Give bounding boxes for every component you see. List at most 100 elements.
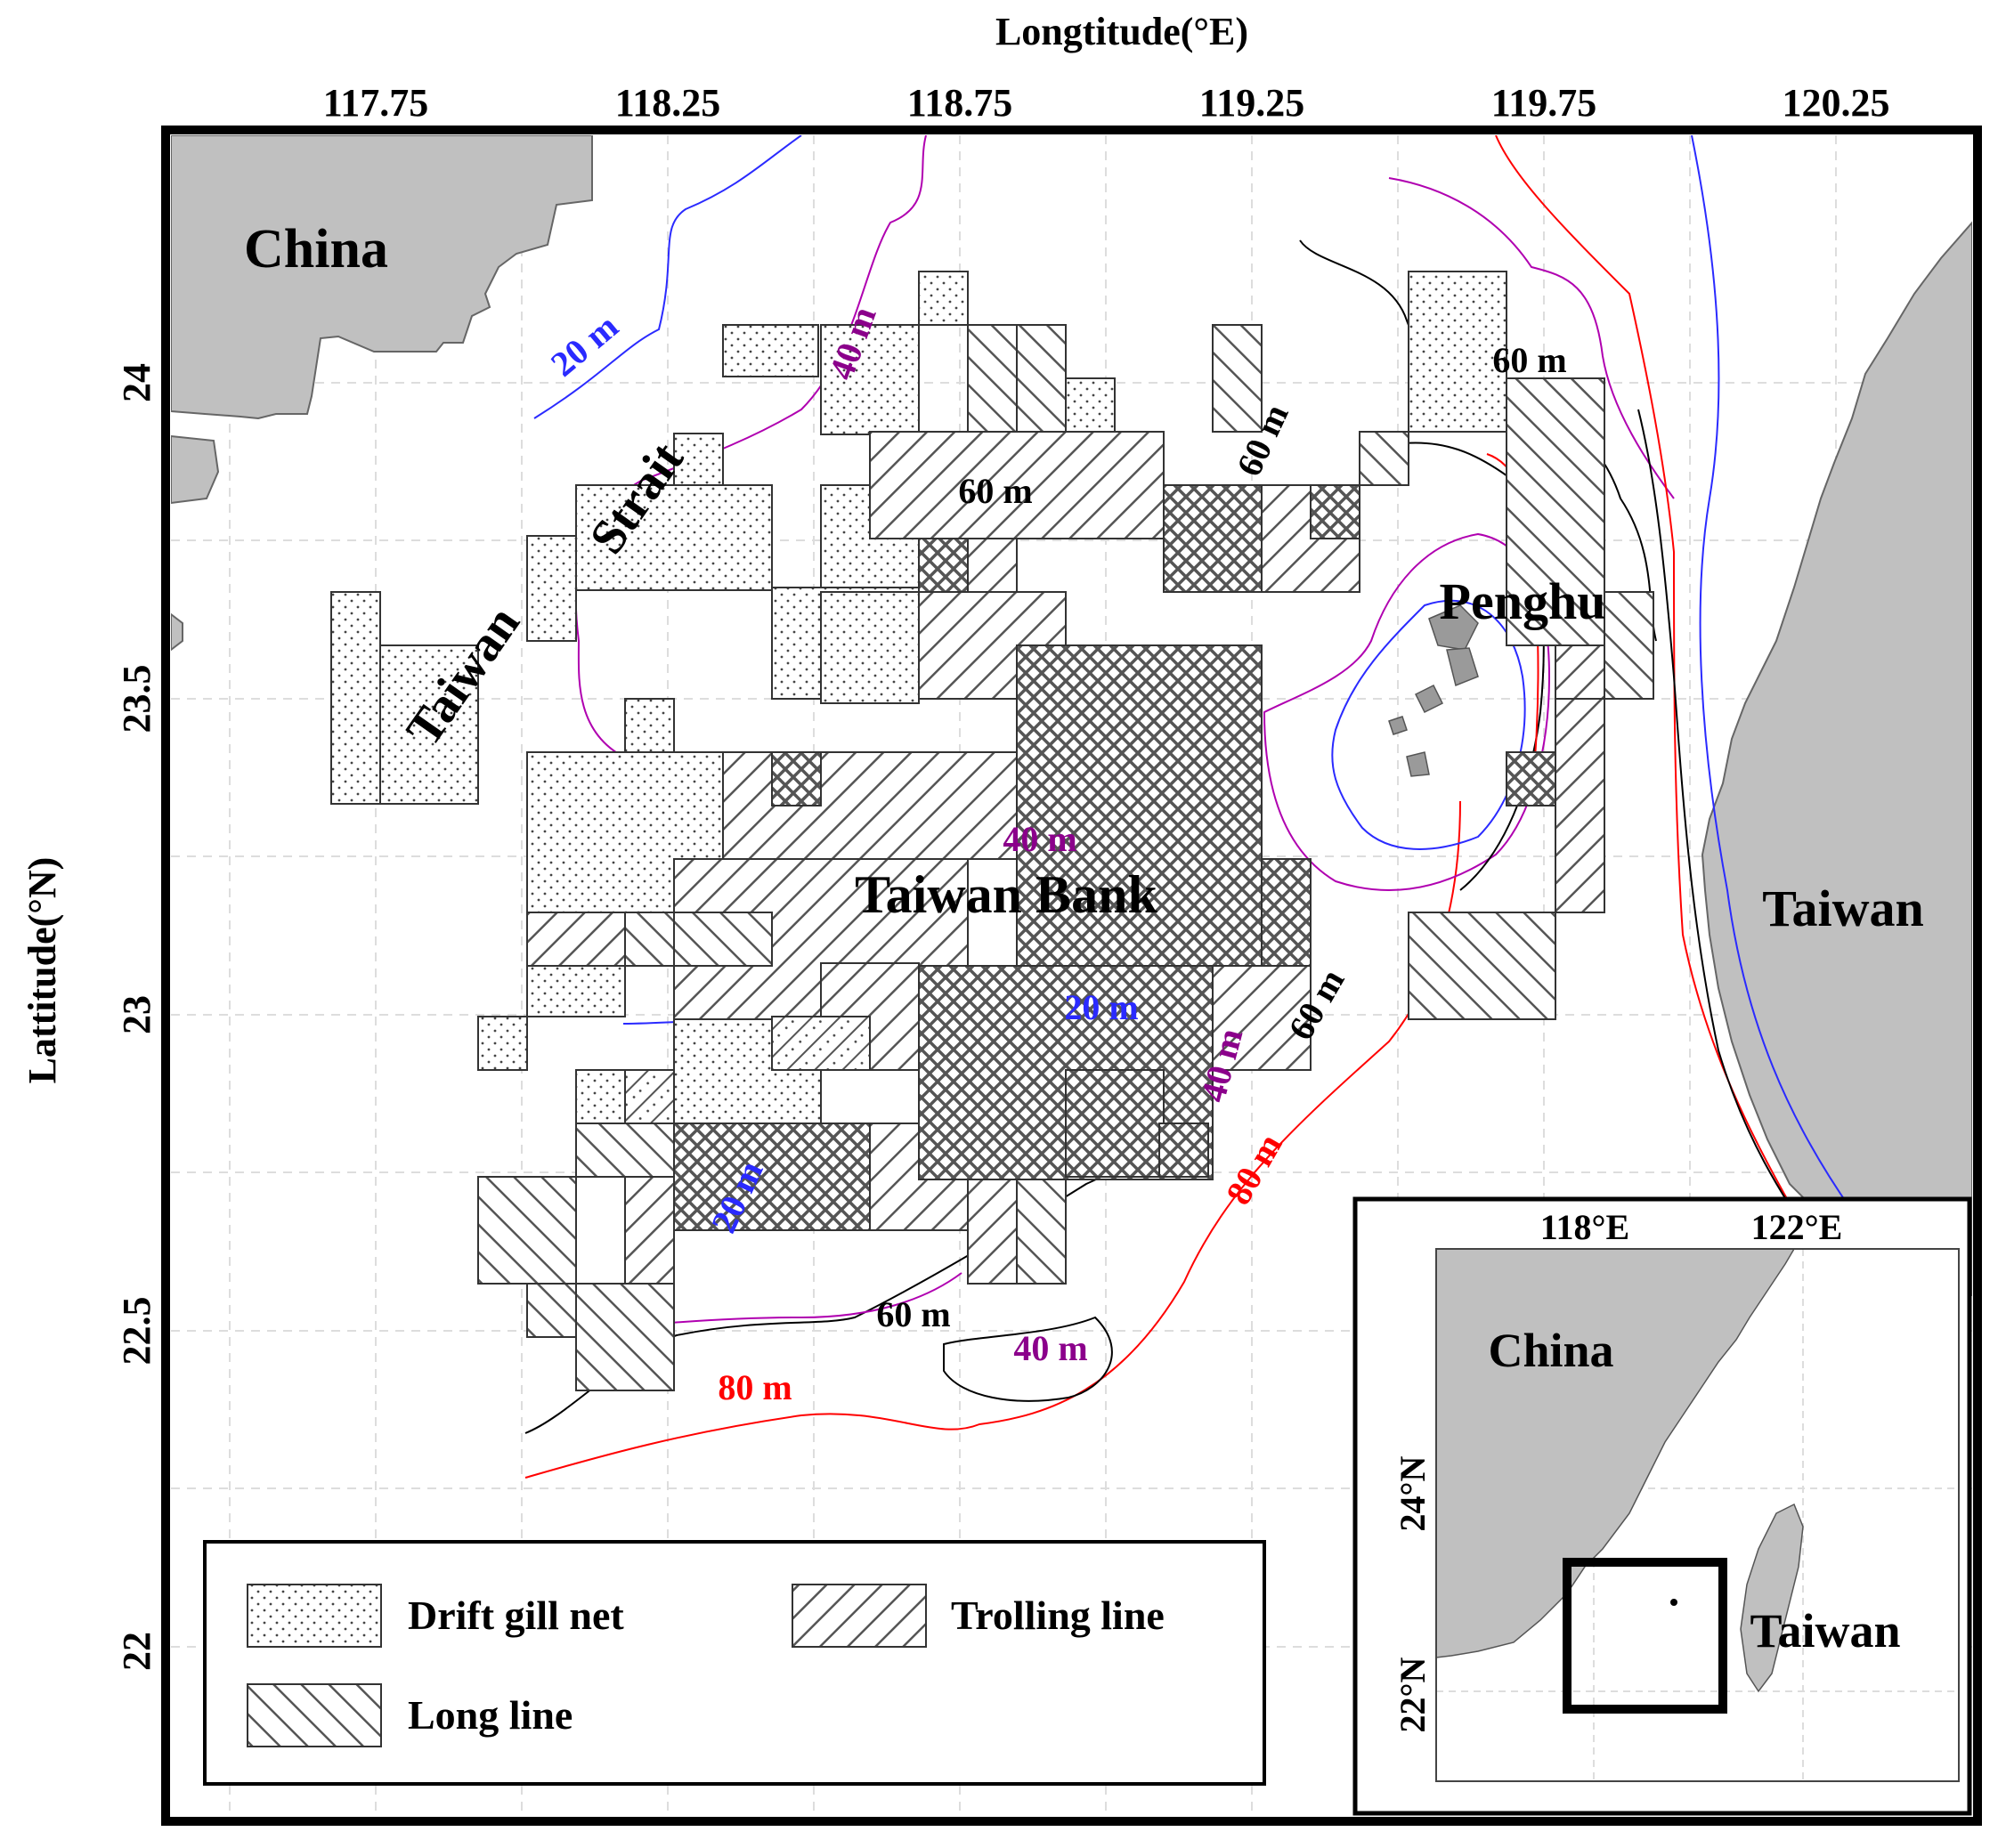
contour-label: 40 m xyxy=(1013,1328,1087,1368)
x-tick-label: 119.25 xyxy=(1199,81,1305,125)
cell-drift-gill-net xyxy=(1408,271,1507,433)
cell-drift-gill-net xyxy=(379,644,479,805)
china-landmass xyxy=(171,135,593,420)
cell-long-line xyxy=(673,912,773,967)
cell-long-line xyxy=(1604,591,1654,700)
contour-label: 60 m xyxy=(958,471,1032,511)
cell-drift-gill-net xyxy=(526,962,626,1017)
cell-long-line xyxy=(1016,324,1067,433)
map-frame xyxy=(161,126,1982,1826)
cell-overlap xyxy=(1310,484,1360,539)
cell-overlap xyxy=(1016,644,1263,967)
cell-long-line xyxy=(526,1283,577,1338)
inset-penghu xyxy=(1670,1599,1677,1606)
cell-drift-gill-net xyxy=(624,698,675,753)
cell-drift-gill-net xyxy=(820,591,920,704)
legend: Drift gill net Trolling line Long line xyxy=(203,1540,1266,1786)
inset-x-tick-label: 118°E xyxy=(1540,1207,1629,1247)
y-tick-label: 24 xyxy=(115,363,158,402)
cell-trolling-line xyxy=(1212,962,1312,1071)
legend-swatch-long-line xyxy=(247,1683,382,1747)
inset-taiwan xyxy=(1740,1503,1804,1693)
cell-overlap xyxy=(1261,858,1312,967)
cell-long-line xyxy=(575,1123,675,1178)
contour-label: 40 m xyxy=(1003,819,1076,859)
cell-overlap xyxy=(918,538,969,593)
legend-label-drift-gill-net: Drift gill net xyxy=(408,1593,624,1638)
legend-swatch-trolling-line xyxy=(792,1584,927,1648)
cell-trolling-line xyxy=(722,751,1018,860)
y-tick-label: 23.5 xyxy=(115,665,158,734)
contour-label: 60 m xyxy=(876,1294,950,1334)
inset-x-tick-label: 122°E xyxy=(1751,1207,1843,1247)
cell-long-line xyxy=(624,912,675,967)
y-axis-title: Lattitude(°N) xyxy=(20,857,64,1084)
cell-drift-gill-net xyxy=(526,535,577,642)
legend-label-long-line: Long line xyxy=(408,1692,573,1738)
x-tick-label: 117.75 xyxy=(323,81,429,125)
inset-china xyxy=(1436,1249,1795,1658)
contour-60m-loop xyxy=(943,1316,1113,1402)
cell-drift-gill-net xyxy=(722,324,819,377)
y-tick-label: 22 xyxy=(115,1632,158,1671)
label-taiwan: Taiwan xyxy=(1762,879,1924,937)
x-tick-label: 119.75 xyxy=(1491,81,1597,125)
cell-drift-gill-net xyxy=(918,271,969,326)
inset-y-tick-label: 24°N xyxy=(1393,1455,1433,1531)
inset-map: 118°E 122°E 24°N 22°N China Taiwan xyxy=(1352,1196,1972,1816)
cell-overlap xyxy=(771,1016,871,1071)
y-tick-label: 23 xyxy=(115,995,158,1034)
cell-trolling-line xyxy=(624,1176,675,1285)
fishing-cells xyxy=(330,271,1654,1391)
x-axis-title: Longtitude(°E) xyxy=(995,10,1248,53)
label-penghu: Penghu xyxy=(1440,572,1606,630)
contour-penghu-40m xyxy=(1263,532,1551,891)
cell-long-line xyxy=(477,1176,577,1285)
y-tick-label: 22.5 xyxy=(115,1297,158,1366)
contour-penghu-20m xyxy=(1331,599,1526,850)
contour-80m-south xyxy=(524,800,1461,1479)
x-tick-label: 118.25 xyxy=(615,81,721,125)
label-taiwan-bank: Taiwan Bank xyxy=(855,865,1157,924)
cell-overlap xyxy=(1158,1123,1209,1178)
cell-overlap xyxy=(771,751,822,806)
cell-drift-gill-net xyxy=(330,591,381,805)
cell-drift-gill-net xyxy=(575,484,773,591)
cell-long-line xyxy=(1359,431,1409,486)
contour-label: 20 m xyxy=(1064,987,1138,1027)
inset-study-area-box xyxy=(1563,1558,1727,1714)
cell-drift-gill-net xyxy=(1065,377,1116,433)
penghu-islands xyxy=(1388,604,1479,777)
inset-plot-frame xyxy=(1435,1248,1960,1782)
contour-20m xyxy=(533,135,802,419)
contour-60m-east xyxy=(1637,409,1817,1247)
cell-overlap xyxy=(1065,1069,1165,1178)
cell-overlap xyxy=(673,1123,871,1231)
inset-label-taiwan: Taiwan xyxy=(1750,1604,1900,1658)
contour-label: 60 m xyxy=(1492,340,1566,380)
cell-overlap xyxy=(1163,484,1263,593)
cell-long-line xyxy=(575,1283,675,1391)
legend-swatch-drift-gill-net xyxy=(247,1584,382,1648)
inset-y-tick-label: 22°N xyxy=(1393,1657,1433,1732)
contour-40m-east xyxy=(1388,177,1675,499)
china-landmass xyxy=(171,612,183,652)
legend-box xyxy=(203,1540,1266,1786)
cell-long-line xyxy=(1212,324,1263,433)
cell-overlap xyxy=(1506,751,1556,806)
cell-long-line xyxy=(1016,1176,1067,1285)
cell-trolling-line xyxy=(1555,698,1605,913)
cell-overlap xyxy=(624,1069,675,1124)
cell-long-line xyxy=(1506,377,1605,646)
legend-label-trolling-line: Trolling line xyxy=(951,1593,1165,1638)
contour-20m-east xyxy=(1691,135,1853,1212)
inset-label-china: China xyxy=(1488,1324,1613,1377)
y-tick-labels: 24 23.5 23 22.5 22 xyxy=(115,363,158,1671)
label-china: China xyxy=(244,219,388,280)
x-tick-label: 118.75 xyxy=(907,81,1013,125)
china-landmass xyxy=(171,434,220,505)
x-tick-label: 120.25 xyxy=(1783,81,1890,125)
cell-drift-gill-net xyxy=(820,324,920,435)
cell-long-line xyxy=(1408,912,1556,1020)
